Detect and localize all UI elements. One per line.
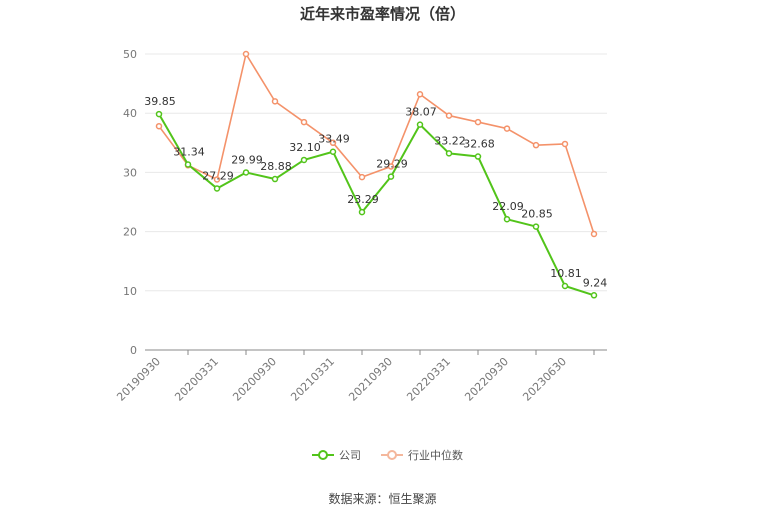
data-label: 38.07 — [405, 106, 437, 119]
legend-industry-label: 行业中位数 — [408, 449, 463, 462]
x-tick-label: 20230630 — [520, 355, 569, 404]
company-point — [329, 148, 337, 155]
data-label: 32.68 — [463, 138, 495, 151]
industry-point — [387, 163, 395, 170]
y-tick-label: 20 — [123, 226, 137, 239]
industry-point — [416, 91, 424, 98]
industry-point — [590, 230, 598, 238]
data-label: 29.99 — [231, 153, 263, 166]
company-point — [474, 153, 482, 160]
industry-point — [532, 141, 540, 149]
data-label: 28.88 — [260, 160, 292, 173]
data-label: 22.09 — [492, 200, 524, 213]
company-point — [184, 161, 192, 168]
data-label: 10.81 — [550, 267, 582, 280]
company-point — [590, 292, 598, 299]
company-point — [387, 173, 395, 180]
industry-point — [213, 176, 221, 183]
data-label: 31.34 — [173, 145, 205, 158]
industry-point — [155, 122, 163, 130]
x-tick-label: 20210331 — [288, 355, 337, 404]
data-label: 32.10 — [289, 141, 321, 154]
y-tick-label: 0 — [130, 344, 137, 357]
data-label: 23.29 — [347, 193, 379, 206]
industry-point — [242, 50, 250, 58]
company-point — [503, 215, 511, 223]
industry-point — [358, 173, 366, 181]
series-lines — [155, 50, 598, 299]
y-tick-label: 30 — [123, 166, 137, 179]
x-tick-label: 20190930 — [114, 355, 163, 404]
x-tick-label: 20220331 — [404, 355, 453, 404]
industry-point — [329, 139, 337, 147]
company-point — [358, 208, 366, 216]
data-label: 27.29 — [202, 169, 234, 182]
x-tick-label: 20200331 — [172, 355, 221, 404]
company-point — [213, 185, 221, 192]
chart-title: 近年来市盈率情况（倍） — [299, 5, 465, 23]
y-tick-label: 50 — [123, 48, 137, 61]
industry-point — [445, 112, 453, 119]
data-label: 33.49 — [318, 133, 350, 146]
data-label: 33.22 — [434, 134, 466, 147]
industry-line — [158, 53, 595, 235]
legend-company-label: 公司 — [339, 449, 361, 462]
y-tick-label: 10 — [123, 285, 137, 298]
data-label: 9.24 — [583, 276, 608, 289]
company-point — [445, 150, 453, 157]
industry-point — [300, 118, 308, 126]
company-point — [532, 223, 540, 230]
company-line — [158, 113, 595, 297]
industry-point — [474, 118, 482, 126]
industry-point — [503, 125, 511, 132]
company-point — [155, 110, 163, 118]
company-point — [242, 169, 250, 176]
legend-industry-icon — [381, 450, 403, 460]
data-label: 29.29 — [376, 158, 408, 171]
company-point — [300, 156, 308, 164]
industry-point — [271, 98, 279, 105]
company-point — [271, 175, 279, 183]
legend-item-industry[interactable]: 行业中位数 — [381, 447, 463, 463]
industry-point — [561, 140, 569, 148]
legend-company-icon — [312, 450, 334, 460]
y-tick-label: 40 — [123, 107, 137, 120]
data-source: 数据来源：恒生聚源 — [328, 492, 437, 506]
x-tick-label: 20210930 — [346, 355, 395, 404]
x-tick-label: 20220930 — [462, 355, 511, 404]
company-point — [561, 282, 569, 290]
legend: 公司 行业中位数 — [312, 447, 463, 463]
company-point — [416, 121, 424, 128]
x-tick-label: 20200930 — [230, 355, 279, 404]
data-label: 39.85 — [144, 95, 176, 108]
legend-item-company[interactable]: 公司 — [312, 447, 361, 463]
data-label: 20.85 — [521, 208, 553, 221]
